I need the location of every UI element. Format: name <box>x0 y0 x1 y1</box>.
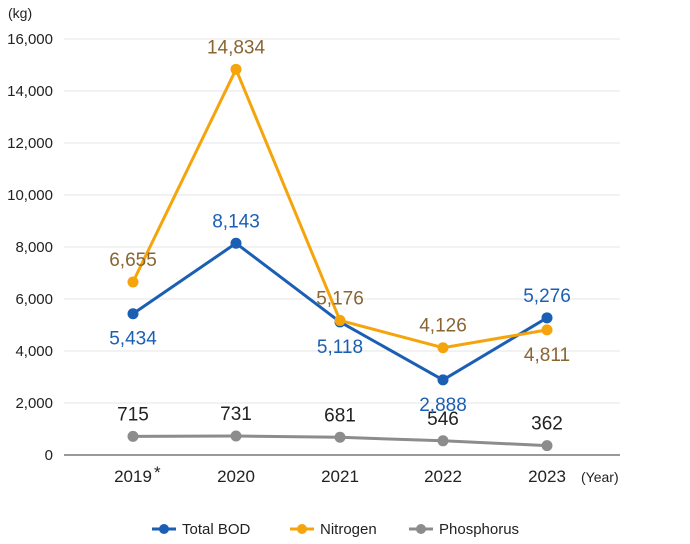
data-point <box>127 276 139 288</box>
x-tick-label: 2019 <box>114 467 152 486</box>
data-label: 362 <box>531 414 563 435</box>
data-label: 731 <box>220 404 252 425</box>
y-tick-label: 10,000 <box>7 187 53 204</box>
data-point <box>541 324 553 336</box>
data-label: 5,434 <box>109 329 157 350</box>
legend-label: Phosphorus <box>439 521 519 538</box>
series-nitrogen: 6,655 14,834 5,176 4,126 4,811 <box>109 37 570 366</box>
x-tick-label: 2020 <box>217 467 255 486</box>
legend-swatch-marker <box>297 524 307 534</box>
y-tick-label: 4,000 <box>15 343 53 360</box>
y-tick-label: 8,000 <box>15 239 53 256</box>
legend-item: Nitrogen <box>290 521 377 538</box>
data-point <box>230 237 242 249</box>
legend-label: Nitrogen <box>320 521 377 538</box>
data-label: 4,811 <box>524 345 570 366</box>
data-label: 5,176 <box>316 288 364 309</box>
legend: Total BOD Nitrogen Phosphorus <box>152 521 519 538</box>
legend-swatch-marker <box>416 524 426 534</box>
y-tick-label: 16,000 <box>7 31 53 48</box>
series-line <box>132 241 548 382</box>
data-label: 546 <box>427 409 459 430</box>
legend-item: Phosphorus <box>409 521 519 538</box>
y-unit-label: (kg) <box>8 5 32 21</box>
data-label: 2,888 <box>419 395 467 416</box>
data-point <box>437 374 449 386</box>
data-point <box>230 430 242 442</box>
legend-label: Total BOD <box>182 521 251 538</box>
data-label: 4,126 <box>419 316 467 337</box>
data-point <box>334 431 346 443</box>
y-tick-label: 2,000 <box>15 395 53 412</box>
x-tick-footnote-mark: * <box>154 463 161 482</box>
data-label: 5,118 <box>317 337 363 358</box>
legend-swatch-marker <box>159 524 169 534</box>
data-point <box>230 63 242 75</box>
x-unit-label: (Year) <box>581 469 619 485</box>
data-point <box>437 342 449 354</box>
y-tick-label: 12,000 <box>7 135 53 152</box>
data-label: 8,143 <box>212 211 260 232</box>
x-axis-ticks: 2019 * 2020 2021 2022 2023 <box>114 463 566 486</box>
series-layer: 715 731 681 546 362 5,434 8,143 5,118 2,888 5,276… <box>109 37 571 452</box>
y-tick-label: 14,000 <box>7 83 53 100</box>
data-point <box>127 430 139 442</box>
series-total-bod: 5,434 8,143 5,118 2,888 5,276 <box>109 211 571 416</box>
y-tick-label: 6,000 <box>15 291 53 308</box>
series-phosphorus: 715 731 681 546 362 <box>117 404 563 452</box>
x-tick-label: 2022 <box>424 467 462 486</box>
data-label: 5,276 <box>523 286 571 307</box>
y-tick-label: 0 <box>45 447 53 464</box>
data-point <box>127 308 139 320</box>
legend-item: Total BOD <box>152 521 251 538</box>
x-tick-label: 2023 <box>528 467 566 486</box>
data-label: 681 <box>324 405 356 426</box>
x-tick-label: 2021 <box>321 467 359 486</box>
data-label: 14,834 <box>207 37 266 58</box>
data-point <box>437 435 449 447</box>
data-label: 6,655 <box>109 250 157 271</box>
data-point <box>541 440 553 452</box>
y-axis-ticks: 0 2,000 4,000 6,000 8,000 10,000 12,000 14,000 1… <box>7 31 53 464</box>
data-point <box>541 312 553 324</box>
data-point <box>334 314 346 326</box>
data-label: 715 <box>117 404 149 425</box>
